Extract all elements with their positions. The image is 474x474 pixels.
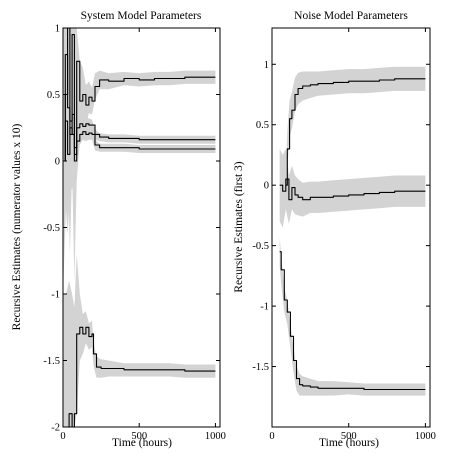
system-y-tick-label: 1 bbox=[55, 24, 60, 35]
system-x-tick-label: 500 bbox=[131, 431, 147, 442]
system-series-4-line bbox=[63, 326, 216, 427]
noise-line-layer bbox=[279, 78, 426, 391]
system-x-axis-label: Time (hours) bbox=[112, 437, 172, 449]
noise-y-tick-label: -0.5 bbox=[252, 241, 269, 252]
system-model-title: System Model Parameters bbox=[81, 10, 202, 22]
system-x-ticks: 0 500 1000 bbox=[60, 28, 226, 442]
noise-x-tick-label: 500 bbox=[341, 431, 357, 442]
noise-series-3-band bbox=[279, 237, 426, 396]
system-series-3-band bbox=[63, 41, 216, 241]
noise-series-1-band bbox=[285, 66, 426, 204]
noise-y-ticks: -1.5 -1 -0.5 0 0.5 1 bbox=[252, 60, 430, 373]
system-series-1-band bbox=[63, 28, 216, 294]
system-x-tick-label: 0 bbox=[60, 431, 65, 442]
noise-x-axis-label: Time (hours) bbox=[319, 437, 379, 449]
system-series-1-line bbox=[63, 28, 216, 162]
noise-y-tick-label: -1 bbox=[260, 302, 269, 313]
system-y-tick-label: 0.5 bbox=[47, 90, 60, 101]
noise-x-tick-label: 0 bbox=[269, 431, 274, 442]
system-x-tick-label: 1000 bbox=[205, 431, 226, 442]
system-y-ticks: -2 -1.5 -1 -0.5 0 0.5 1 bbox=[43, 24, 220, 434]
system-model-panel: System Model Parameters 0 500 1000 -2-1.5-… bbox=[11, 10, 226, 449]
system-y-tick-label: -1.5 bbox=[43, 356, 60, 367]
noise-series-2-line bbox=[279, 178, 426, 201]
system-y-tick-label: 0 bbox=[55, 157, 60, 168]
system-series-3-line bbox=[63, 120, 216, 162]
system-y-tick-label: -0.5 bbox=[43, 223, 60, 234]
noise-band-layer bbox=[279, 66, 426, 396]
noise-plot-frame bbox=[271, 27, 431, 428]
system-y-axis-label: Recursive Estimates (numerator values x … bbox=[11, 124, 23, 331]
noise-model-title: Noise Model Parameters bbox=[294, 10, 408, 22]
noise-series-3-line bbox=[279, 251, 426, 391]
noise-y-tick-label: 1 bbox=[264, 60, 269, 71]
noise-y-axis-label: Recursive Estimates (first 3) bbox=[233, 161, 245, 292]
noise-series-2-band bbox=[279, 148, 426, 228]
noise-series-1-line bbox=[285, 78, 426, 186]
system-y-tick-label: -2 bbox=[51, 423, 60, 434]
noise-y-tick-label: -1.5 bbox=[252, 362, 269, 373]
system-band-layer bbox=[63, 28, 216, 427]
noise-x-tick-label: 1000 bbox=[415, 431, 436, 442]
system-line-layer bbox=[63, 28, 216, 427]
noise-y-tick-label: 0.5 bbox=[256, 120, 269, 131]
system-series-4-band bbox=[63, 254, 216, 427]
system-y-tick-label: -1 bbox=[51, 290, 60, 301]
noise-model-panel: Noise Model Parameters 0 500 1000 -1.5 -1 -0… bbox=[233, 10, 436, 449]
noise-y-tick-label: 0 bbox=[264, 181, 269, 192]
noise-x-ticks: 0 500 1000 bbox=[269, 28, 436, 442]
